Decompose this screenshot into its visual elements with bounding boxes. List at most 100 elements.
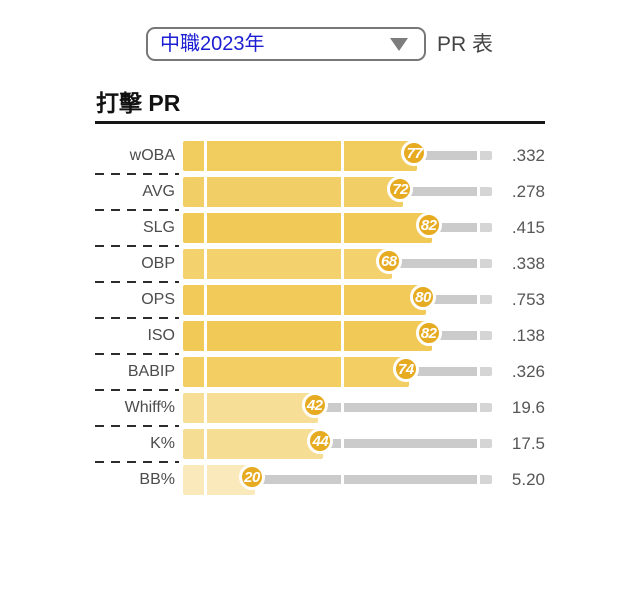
pr-badge-value: 77 <box>406 144 423 162</box>
pr-bar: 80 <box>183 284 493 315</box>
separator-row <box>95 207 565 213</box>
stat-label: OBP <box>141 255 175 272</box>
separator-row <box>95 387 565 393</box>
title-underline <box>95 121 545 124</box>
pr-badge-value: 68 <box>380 252 397 270</box>
gridline-50 <box>341 429 344 459</box>
pr-bar: 77 <box>183 140 493 171</box>
pr-bar: 68 <box>183 248 493 279</box>
gridline-50 <box>341 285 344 315</box>
gridline-50 <box>341 177 344 207</box>
separator-row <box>95 459 565 465</box>
pr-badge: 82 <box>415 320 442 346</box>
pr-badge: 72 <box>387 176 414 202</box>
stat-value: .278 <box>511 182 545 201</box>
pr-badge-value: 80 <box>415 288 431 306</box>
gridline-0 <box>204 393 207 423</box>
stat-row: SLG 82 .415 <box>95 212 565 243</box>
pr-badge: 44 <box>307 428 334 454</box>
pr-badge-value: 20 <box>244 468 260 486</box>
separator-row <box>95 243 565 249</box>
pr-track <box>198 439 492 448</box>
pr-badge: 68 <box>375 248 402 274</box>
stat-label: BB% <box>139 471 175 488</box>
pr-bar: 20 <box>183 464 493 495</box>
gridline-50 <box>341 465 344 495</box>
pr-bar: 82 <box>183 212 493 243</box>
row-separator <box>95 389 179 391</box>
stat-row: ISO 82 .138 <box>95 320 565 351</box>
stat-row: BABIP 74 .326 <box>95 356 565 387</box>
gridline-50 <box>341 321 344 351</box>
season-dropdown[interactable]: 中職2023年 <box>146 27 426 61</box>
pr-bar: 74 <box>183 356 493 387</box>
stat-row: wOBA 77 .332 <box>95 140 565 171</box>
gridline-50 <box>341 213 344 243</box>
separator-row <box>95 171 565 177</box>
stat-value: .326 <box>511 362 545 381</box>
stat-row: OPS 80 .753 <box>95 284 565 315</box>
pr-table-label: PR 表 <box>437 33 494 56</box>
chevron-down-icon <box>390 38 408 51</box>
gridline-0 <box>204 249 207 279</box>
stat-value: .415 <box>511 218 545 237</box>
separator-row <box>95 423 565 429</box>
gridline-0 <box>204 285 207 315</box>
pr-bar-fill <box>183 357 409 387</box>
pr-badge: 77 <box>401 140 428 166</box>
pr-track <box>198 403 492 412</box>
pr-badge: 42 <box>301 392 328 418</box>
pr-track <box>198 475 492 484</box>
row-separator <box>95 209 179 211</box>
batting-pr-chart: wOBA 77 .332 AVG 72 .278 <box>95 140 565 495</box>
pr-bar: 82 <box>183 320 493 351</box>
row-separator <box>95 461 179 463</box>
pr-bar-fill <box>183 249 392 279</box>
pr-bar: 72 <box>183 176 493 207</box>
stat-label: BABIP <box>127 363 175 380</box>
gridline-50 <box>341 141 344 171</box>
stat-value: 19.6 <box>511 398 545 417</box>
pr-bar: 44 <box>183 428 493 459</box>
pr-badge-value: 82 <box>420 324 437 342</box>
stat-row: OBP 68 .338 <box>95 248 565 279</box>
pr-badge-value: 72 <box>392 180 409 198</box>
page-title: 打擊 PR <box>96 90 181 116</box>
stat-value: 5.20 <box>511 470 545 489</box>
gridline-50 <box>341 357 344 387</box>
pr-bar-fill <box>183 177 404 207</box>
gridline-50 <box>341 249 344 279</box>
gridline-0 <box>204 177 207 207</box>
stat-label: AVG <box>142 183 175 200</box>
pr-bar-fill <box>183 141 418 171</box>
stat-row: AVG 72 .278 <box>95 176 565 207</box>
gridline-0 <box>204 141 207 171</box>
row-separator <box>95 353 179 355</box>
gridline-0 <box>204 357 207 387</box>
gridline-0 <box>204 321 207 351</box>
pr-badge-value: 42 <box>306 396 323 414</box>
stat-label: Whiff% <box>124 399 175 416</box>
pr-bar-fill <box>183 321 432 351</box>
separator-row <box>95 351 565 357</box>
stat-value: 17.5 <box>511 434 545 453</box>
stat-value: .138 <box>511 326 545 345</box>
stat-value: .332 <box>511 146 545 165</box>
separator-row <box>95 279 565 285</box>
stat-label: SLG <box>142 219 175 236</box>
row-separator <box>95 425 179 427</box>
pr-bar: 42 <box>183 392 493 423</box>
gridline-0 <box>204 465 207 495</box>
pr-bar-fill <box>183 285 426 315</box>
pr-badge: 82 <box>415 212 442 238</box>
gridline-0 <box>204 429 207 459</box>
stat-value: .753 <box>511 290 545 309</box>
pr-badge: 80 <box>410 284 436 310</box>
stat-label: OPS <box>141 291 175 308</box>
stat-value: .338 <box>511 254 545 273</box>
row-separator <box>95 173 179 175</box>
stat-label: K% <box>150 435 175 452</box>
gridline-50 <box>341 393 344 423</box>
pr-badge-value: 82 <box>420 216 437 234</box>
